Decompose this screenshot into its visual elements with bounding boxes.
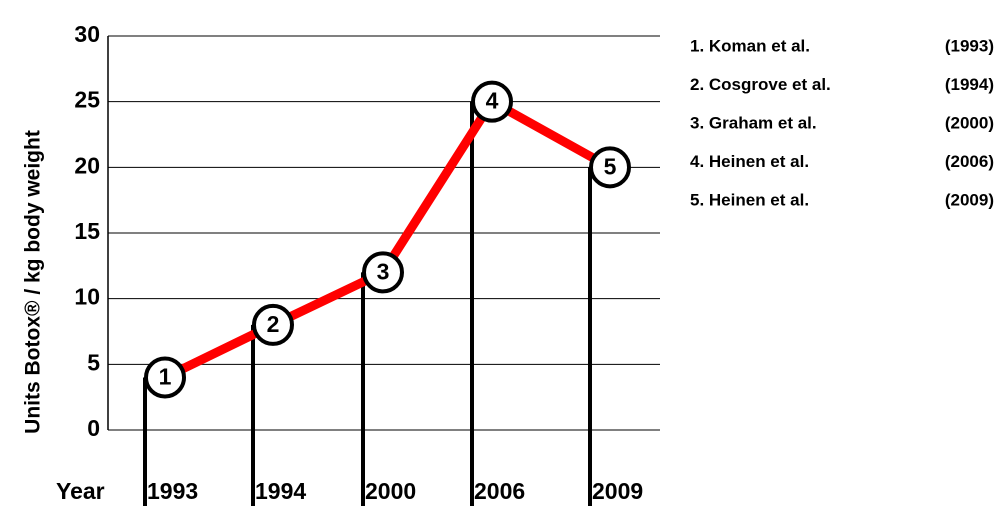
y-tick-label: 30	[74, 21, 100, 47]
x-tick-label: 2009	[592, 478, 643, 504]
marker-label: 2	[267, 311, 280, 337]
y-tick-label: 25	[74, 87, 100, 113]
data-line	[163, 97, 613, 382]
x-tick-label: 2006	[474, 478, 525, 504]
marker	[589, 146, 631, 189]
x-axis-label: Year	[56, 478, 105, 504]
x-tick-label: 1993	[147, 478, 198, 504]
y-tick-label: 20	[74, 152, 100, 178]
marker	[144, 356, 186, 399]
reference-year: (2000)	[945, 113, 994, 132]
marker	[471, 80, 513, 123]
x-tick-label: 2000	[365, 478, 416, 504]
y-tick-label: 10	[74, 284, 100, 310]
reference-year: (2009)	[945, 190, 994, 209]
marker	[252, 303, 294, 346]
reference-year: (2006)	[945, 152, 994, 171]
marker-label: 4	[486, 88, 499, 114]
y-tick-label: 0	[87, 415, 100, 441]
marker-label: 5	[604, 153, 617, 179]
y-axis-label: Units Botox® / kg body weight	[22, 130, 45, 434]
marker-label: 3	[377, 258, 390, 284]
reference-label: 2. Cosgrove et al.	[690, 75, 831, 94]
reference-label: 4. Heinen et al.	[690, 152, 809, 171]
marker-label: 1	[159, 364, 172, 390]
reference-year: (1993)	[945, 36, 994, 55]
y-tick-label: 5	[87, 349, 100, 375]
reference-label: 1. Koman et al.	[690, 36, 810, 55]
reference-label: 5. Heinen et al.	[690, 190, 809, 209]
x-tick-label: 1994	[255, 478, 306, 504]
marker	[362, 251, 404, 294]
y-tick-label: 15	[74, 218, 100, 244]
reference-year: (1994)	[945, 75, 994, 94]
reference-label: 3. Graham et al.	[690, 113, 817, 132]
